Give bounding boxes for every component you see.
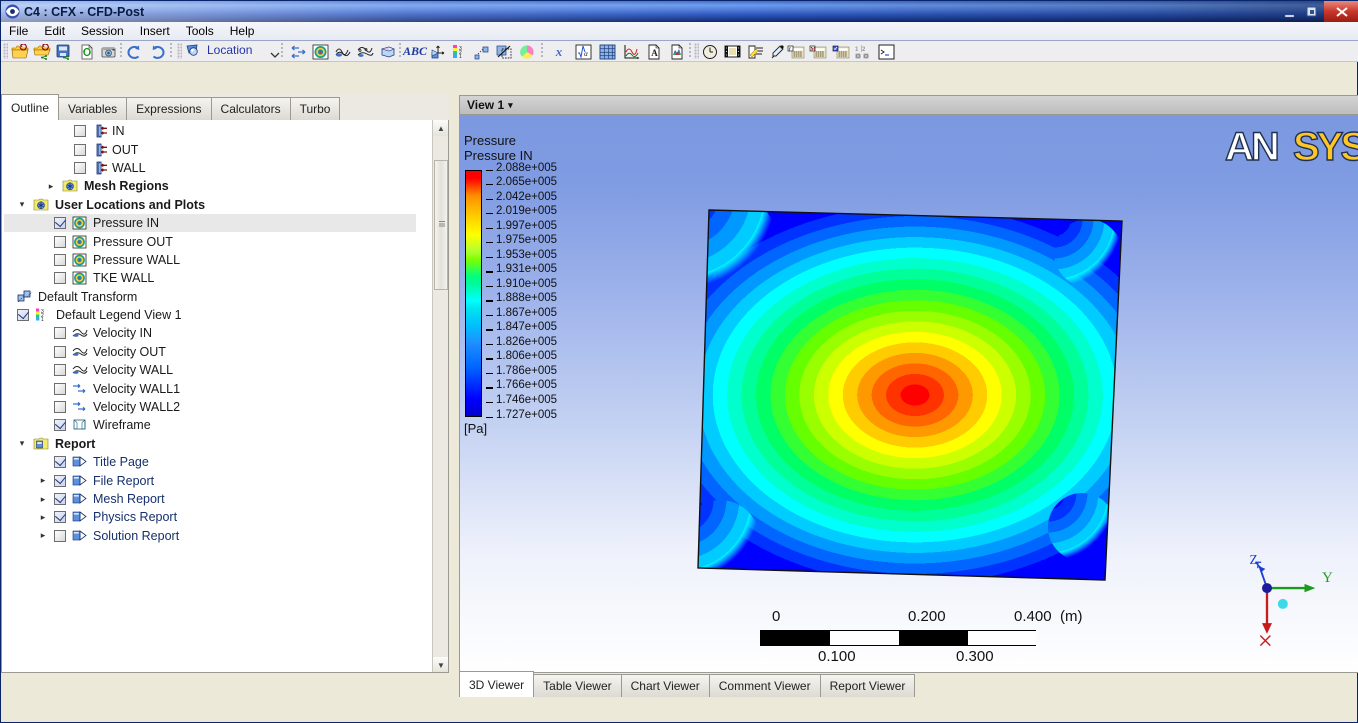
svg-text:α: α bbox=[584, 51, 588, 58]
svg-text:1: 1 bbox=[459, 54, 462, 60]
svg-text:A: A bbox=[651, 48, 658, 58]
svg-text:1: 1 bbox=[855, 47, 859, 53]
svg-text:Y: Y bbox=[1322, 570, 1333, 586]
svg-text:M: M bbox=[811, 46, 817, 52]
svg-text:2: 2 bbox=[862, 47, 866, 53]
svg-text:Z: Z bbox=[1250, 552, 1258, 567]
svg-text:1: 1 bbox=[41, 317, 44, 322]
